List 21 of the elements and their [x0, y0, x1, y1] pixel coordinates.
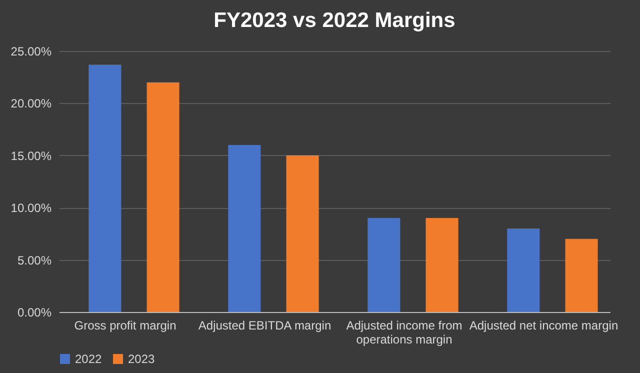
bar	[426, 218, 458, 312]
bar	[507, 228, 540, 312]
bar	[228, 144, 261, 312]
bar	[88, 64, 122, 312]
legend-label: 2022	[75, 352, 102, 366]
bar	[146, 82, 180, 312]
x-tick-label: Adjusted income from operations margin	[346, 318, 462, 346]
x-tick-label: Adjusted net income margin	[469, 318, 618, 332]
y-tick-label: 5.00%	[17, 253, 52, 268]
chart-title: FY2023 vs 2022 Margins	[214, 9, 456, 32]
bar	[286, 155, 319, 312]
legend-label: 2023	[128, 352, 156, 366]
y-tick-label: 0.00%	[17, 306, 52, 320]
x-tick-label: Gross profit margin	[74, 318, 176, 332]
bar	[368, 218, 400, 312]
x-tick-label: Adjusted EBITDA margin	[198, 318, 332, 332]
bar	[565, 238, 598, 312]
y-tick-label: 10.00%	[10, 201, 52, 216]
y-tick-label: 15.00%	[10, 148, 52, 163]
y-tick-label: 20.00%	[10, 96, 52, 111]
y-tick-label: 25.00%	[10, 44, 52, 58]
